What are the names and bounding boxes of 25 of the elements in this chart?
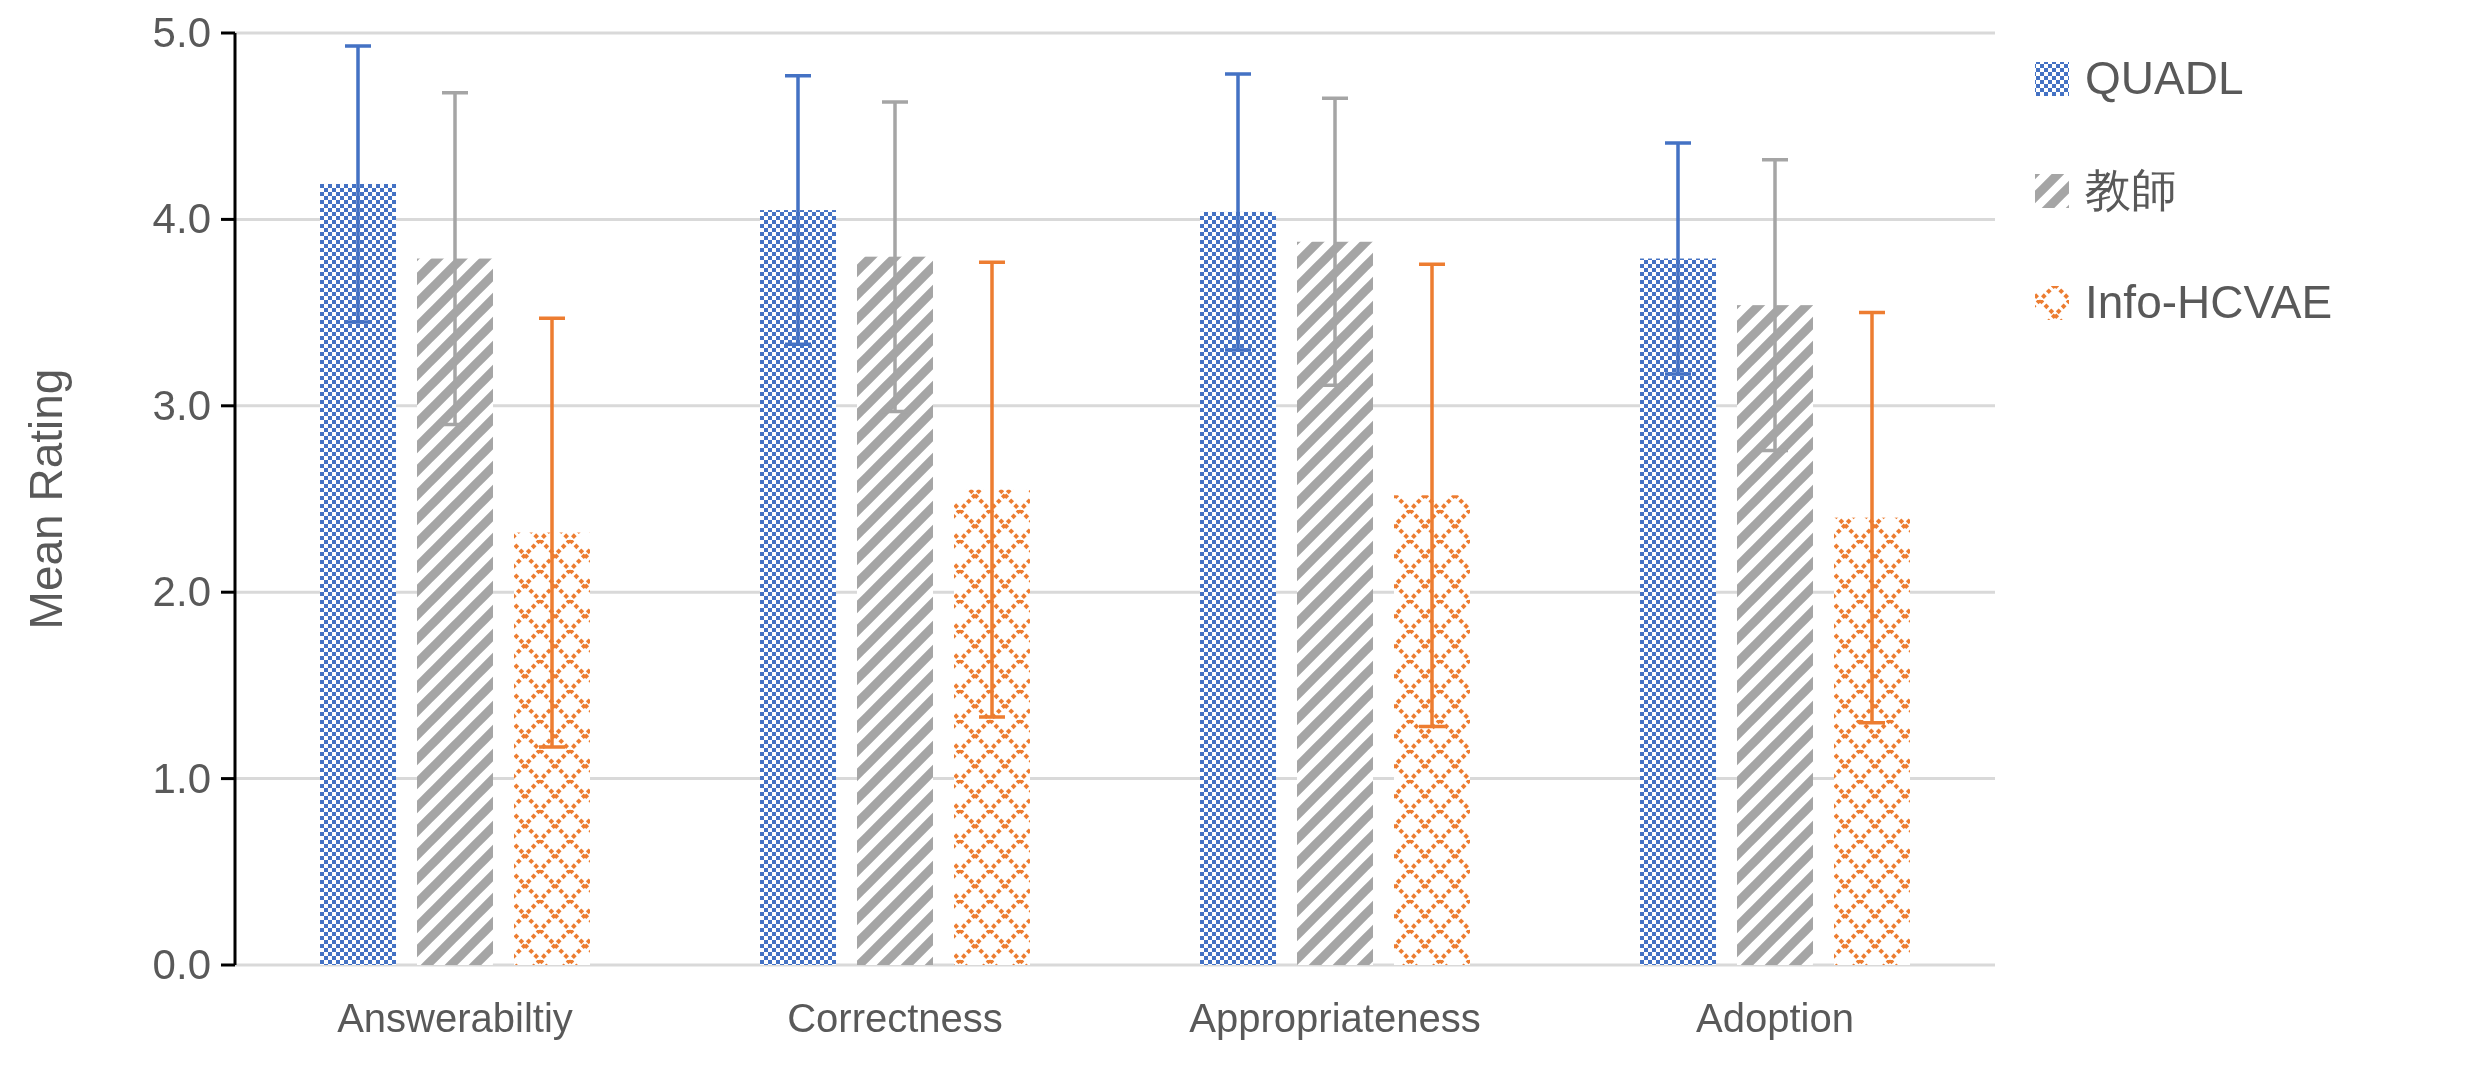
bar <box>857 256 933 965</box>
bar <box>1200 211 1276 965</box>
bar <box>1737 305 1813 965</box>
y-tick-label: 1.0 <box>152 754 211 802</box>
bar <box>1297 241 1373 965</box>
y-tick-label: 4.0 <box>152 195 211 243</box>
y-tick-label: 2.0 <box>152 568 211 616</box>
bar <box>514 532 590 965</box>
x-tick-label: Answerabiltiy <box>337 996 573 1040</box>
bar <box>1640 258 1716 965</box>
legend-label: 教師 <box>2085 164 2177 216</box>
x-tick-label: Correctness <box>787 996 1003 1040</box>
y-tick-label: 0.0 <box>152 941 211 988</box>
legend-label: QUADL <box>2085 52 2244 104</box>
bar <box>417 258 493 965</box>
y-tick-label: 3.0 <box>152 381 211 429</box>
bar <box>320 183 396 965</box>
y-tick-label: 5.0 <box>152 9 211 56</box>
bar <box>760 210 836 965</box>
bar <box>954 489 1030 965</box>
x-tick-label: Adoption <box>1696 996 1854 1040</box>
y-axis-title: Mean Rating <box>20 368 72 630</box>
legend-label: Info-HCVAE <box>2085 276 2333 328</box>
x-tick-label: Appropriateness <box>1189 996 1481 1040</box>
bar <box>1834 517 1910 965</box>
